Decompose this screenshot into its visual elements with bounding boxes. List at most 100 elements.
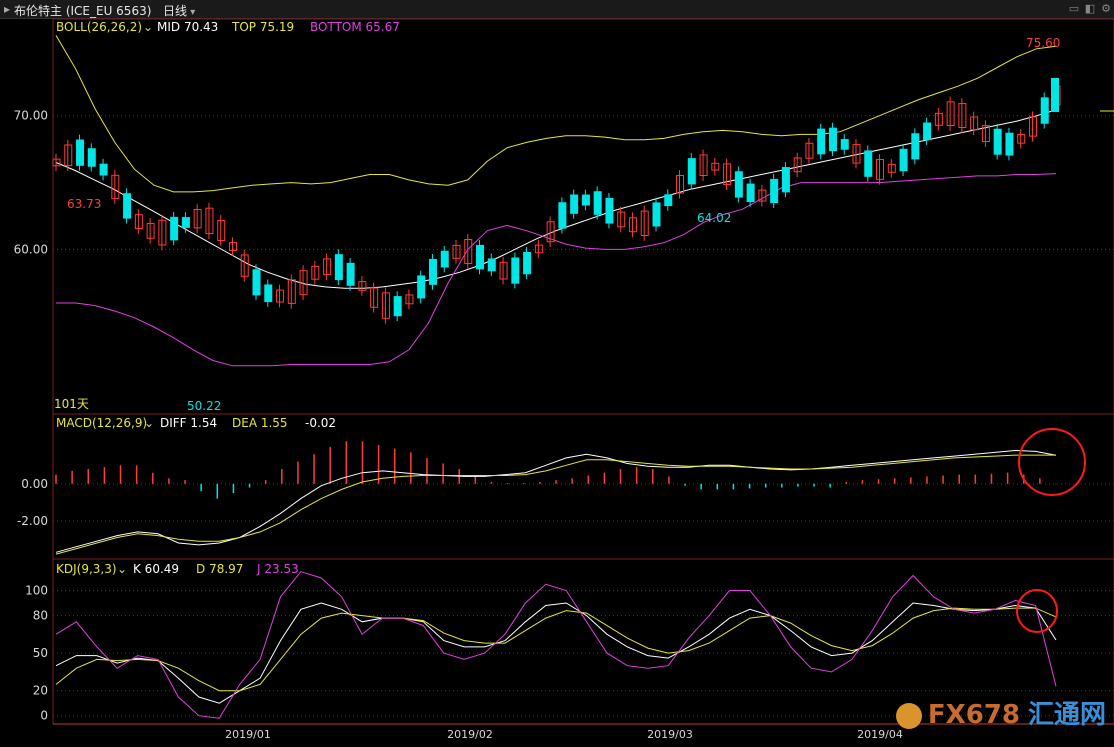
boll-top-line — [55, 35, 1057, 193]
settings-icon[interactable]: ⚙ — [1101, 2, 1111, 15]
macd-indicator-name[interactable]: MACD(12,26,9) — [56, 416, 147, 430]
instrument-title[interactable]: 布伦特主 (ICE_EU 6563) — [14, 4, 152, 18]
candle-body — [993, 128, 1002, 155]
period-selector[interactable]: 日线 ▾ — [163, 2, 195, 19]
kdj-y-tick-label: 100 — [25, 584, 48, 598]
candle-body — [676, 175, 685, 194]
boll-mid-line — [55, 109, 1057, 289]
candle-body — [864, 150, 873, 177]
candle-body — [970, 116, 979, 131]
candle-body — [440, 250, 449, 268]
candle-body — [276, 289, 285, 303]
candle-body — [723, 163, 732, 186]
candle-body — [546, 221, 555, 243]
candle-body — [252, 269, 261, 296]
candle-body — [605, 197, 614, 224]
candle-body — [617, 211, 626, 228]
kdj-j-line — [55, 571, 1057, 719]
candle-body — [393, 296, 402, 317]
kdj-j-value: J 23.53 — [256, 562, 299, 576]
candle-body — [828, 127, 837, 152]
candle-body — [476, 244, 485, 270]
candle-body — [958, 103, 967, 129]
chevron-down-icon[interactable]: ⌄ — [117, 562, 127, 576]
kdj-d-line — [55, 607, 1057, 692]
candle-body — [570, 194, 579, 214]
kdj-indicator-name[interactable]: KDJ(9,3,3) — [56, 562, 117, 576]
candle-body — [287, 279, 296, 304]
candle-body — [205, 207, 214, 235]
macd-y-tick-label: -2.00 — [17, 514, 48, 528]
candle-body — [146, 222, 155, 239]
candle-body — [946, 101, 955, 127]
candle-body — [652, 202, 661, 227]
chevron-down-icon[interactable]: ⌄ — [143, 20, 153, 34]
candle-body — [1028, 116, 1037, 137]
candle-body — [158, 219, 167, 246]
candle-body — [417, 275, 426, 299]
candle-body — [52, 158, 61, 167]
candle-body — [511, 257, 520, 284]
minimize-icon[interactable]: ▭ — [1068, 2, 1080, 15]
logo-mark-icon — [895, 702, 922, 729]
boll-mid-value: MID 70.43 — [157, 20, 218, 34]
menu-arrow-icon[interactable]: ▸ — [4, 2, 11, 16]
candle-body — [228, 242, 237, 251]
x-tick-label: 2019/03 — [647, 728, 693, 741]
candle-body — [746, 183, 755, 203]
macd-diff-line — [55, 449, 1057, 553]
candle-body — [452, 244, 461, 259]
candle-body — [911, 133, 920, 160]
kdj-y-tick-label: 80 — [33, 609, 48, 623]
kdj-k-value: K 60.49 — [133, 562, 179, 576]
watermark-cn: 汇通网 — [1027, 700, 1106, 730]
chevron-down-icon[interactable]: ⌄ — [144, 416, 154, 430]
price-y-tick-label: 60.00 — [14, 242, 48, 256]
candle-body — [899, 148, 908, 172]
candle-body — [523, 251, 532, 275]
candle-body — [170, 216, 179, 241]
candle-body — [123, 193, 132, 219]
tick-labels: 60.00 70.00 0.00 -2.00 100 80 50 20 0 2019/01 2019… — [14, 109, 903, 741]
macd-hist-value: -0.02 — [305, 416, 336, 430]
candle-body — [981, 125, 990, 142]
candle-body — [664, 194, 673, 207]
candle-body — [111, 174, 120, 199]
x-tick-label: 2019/01 — [225, 728, 271, 741]
macd-dea-line — [55, 454, 1056, 555]
candle-body — [734, 171, 743, 198]
candle-body — [1005, 132, 1014, 156]
candle-body — [299, 270, 308, 296]
boll-indicator-name[interactable]: BOLL(26,26,2) — [56, 20, 142, 34]
boll-bottom-line — [56, 173, 1057, 367]
days-label: 101天 — [54, 397, 89, 411]
candle-body — [193, 209, 202, 229]
candle-body — [628, 217, 637, 233]
candle-body — [428, 258, 437, 285]
candle-body — [181, 217, 190, 228]
period-label: 日线 — [163, 4, 188, 18]
price-chart — [52, 35, 1114, 367]
price-high-annotation: 75.60 — [1026, 36, 1060, 50]
price-mid-low-annotation: 64.02 — [697, 211, 731, 225]
maximize-icon[interactable]: ◧ — [1084, 2, 1096, 15]
candle-body — [64, 144, 73, 167]
kdj-chart — [55, 571, 1057, 719]
chevron-down-icon: ▾ — [187, 7, 196, 18]
candle-body — [558, 202, 567, 229]
candle-body — [887, 163, 896, 173]
candle-body — [264, 284, 273, 303]
price-panel-frame — [52, 18, 1114, 415]
watermark-fx: FX678 — [927, 700, 1020, 730]
macd-dea-value: DEA 1.55 — [232, 416, 288, 430]
macd-diff-value: DIFF 1.54 — [160, 416, 217, 430]
candle-body — [876, 159, 885, 180]
candle-body — [934, 112, 943, 126]
candle-body — [464, 239, 473, 265]
candle-body — [346, 262, 355, 286]
candle-body — [770, 178, 779, 204]
candle-body — [487, 258, 496, 272]
price-y-tick-label: 70.00 — [14, 109, 48, 123]
candle-body — [805, 142, 814, 159]
